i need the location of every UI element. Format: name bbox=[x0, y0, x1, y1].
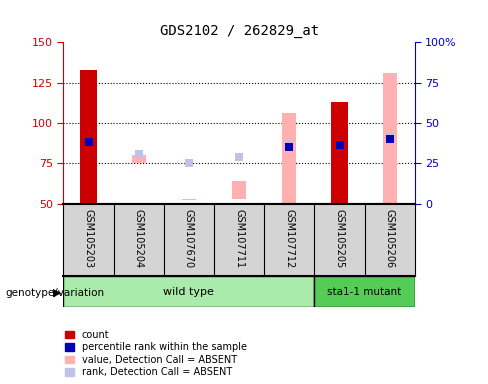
Text: GSM107712: GSM107712 bbox=[285, 209, 294, 268]
Bar bbox=[383, 73, 397, 204]
Text: GSM105206: GSM105206 bbox=[385, 209, 395, 268]
Bar bbox=[63, 276, 314, 307]
Bar bbox=[331, 102, 348, 204]
Bar bbox=[182, 199, 196, 200]
Bar bbox=[80, 70, 97, 204]
Text: ▶: ▶ bbox=[53, 288, 61, 298]
Text: sta1-1 mutant: sta1-1 mutant bbox=[327, 287, 402, 297]
Point bbox=[386, 134, 394, 141]
Text: GSM107670: GSM107670 bbox=[184, 209, 194, 268]
Bar bbox=[314, 276, 415, 307]
Bar bbox=[232, 181, 246, 199]
Text: genotype/variation: genotype/variation bbox=[5, 288, 104, 298]
Point bbox=[285, 142, 293, 149]
Text: wild type: wild type bbox=[163, 287, 214, 297]
Point bbox=[285, 144, 293, 150]
Point bbox=[185, 160, 193, 166]
Bar bbox=[282, 113, 296, 204]
Point bbox=[135, 151, 142, 157]
Point bbox=[84, 139, 92, 145]
Title: GDS2102 / 262829_at: GDS2102 / 262829_at bbox=[160, 25, 319, 38]
Text: GSM107711: GSM107711 bbox=[234, 209, 244, 268]
Point bbox=[386, 136, 394, 142]
Point bbox=[235, 154, 243, 160]
Legend: count, percentile rank within the sample, value, Detection Call = ABSENT, rank, : count, percentile rank within the sample… bbox=[63, 328, 249, 379]
Text: GSM105205: GSM105205 bbox=[334, 209, 345, 268]
Point bbox=[336, 142, 344, 149]
Text: GSM105203: GSM105203 bbox=[83, 209, 94, 268]
Bar bbox=[132, 155, 146, 163]
Text: GSM105204: GSM105204 bbox=[134, 209, 144, 268]
